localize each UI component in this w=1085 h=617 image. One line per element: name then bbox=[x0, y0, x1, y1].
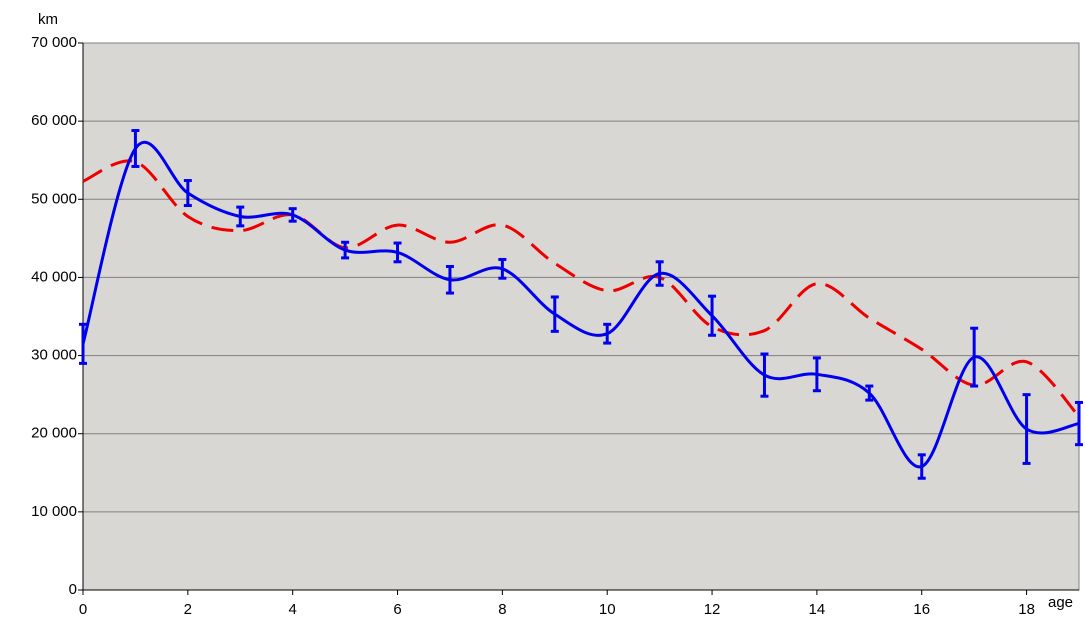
error-bar bbox=[236, 205, 245, 228]
x-tick-label: 8 bbox=[498, 601, 506, 617]
x-tick-label: 10 bbox=[599, 601, 616, 617]
y-tick-label: 0 bbox=[69, 581, 77, 598]
error-bar bbox=[498, 257, 507, 280]
error-bar bbox=[603, 322, 612, 345]
y-tick-label: 20 000 bbox=[31, 425, 77, 442]
y-tick-label: 30 000 bbox=[31, 347, 77, 364]
y-tick-label: 50 000 bbox=[31, 190, 77, 207]
x-tick-label: 2 bbox=[184, 601, 192, 617]
error-bar bbox=[131, 129, 140, 168]
error-bar bbox=[445, 264, 454, 295]
error-bar bbox=[1075, 400, 1083, 447]
error-bar bbox=[183, 179, 192, 208]
error-bar bbox=[760, 352, 769, 398]
x-tick-label: 14 bbox=[809, 601, 826, 617]
error-bar bbox=[917, 453, 926, 480]
x-tick-label: 0 bbox=[79, 601, 87, 617]
error-bar bbox=[812, 356, 821, 393]
y-tick-label: 10 000 bbox=[31, 503, 77, 520]
y-tick-label: 40 000 bbox=[31, 268, 77, 285]
x-tick-label: 12 bbox=[704, 601, 721, 617]
error-bar bbox=[708, 294, 717, 337]
error-bar bbox=[288, 207, 297, 223]
error-bar bbox=[655, 260, 664, 287]
error-bar bbox=[970, 326, 979, 388]
error-bar bbox=[79, 322, 87, 365]
error-bar bbox=[1022, 393, 1031, 465]
x-tick-label: 6 bbox=[393, 601, 401, 617]
y-axis-label: km bbox=[38, 11, 58, 28]
x-axis-label: age bbox=[1048, 594, 1073, 611]
plot-area bbox=[82, 42, 1080, 591]
error-bar bbox=[341, 240, 350, 260]
error-bar bbox=[550, 295, 559, 333]
error-bar bbox=[865, 384, 874, 402]
error-bar bbox=[393, 241, 402, 264]
x-tick-label: 18 bbox=[1018, 601, 1035, 617]
x-tick-label: 16 bbox=[913, 601, 930, 617]
y-tick-label: 60 000 bbox=[31, 112, 77, 129]
y-tick-label: 70 000 bbox=[31, 34, 77, 51]
series-line bbox=[82, 159, 1081, 418]
x-tick-label: 4 bbox=[289, 601, 297, 617]
